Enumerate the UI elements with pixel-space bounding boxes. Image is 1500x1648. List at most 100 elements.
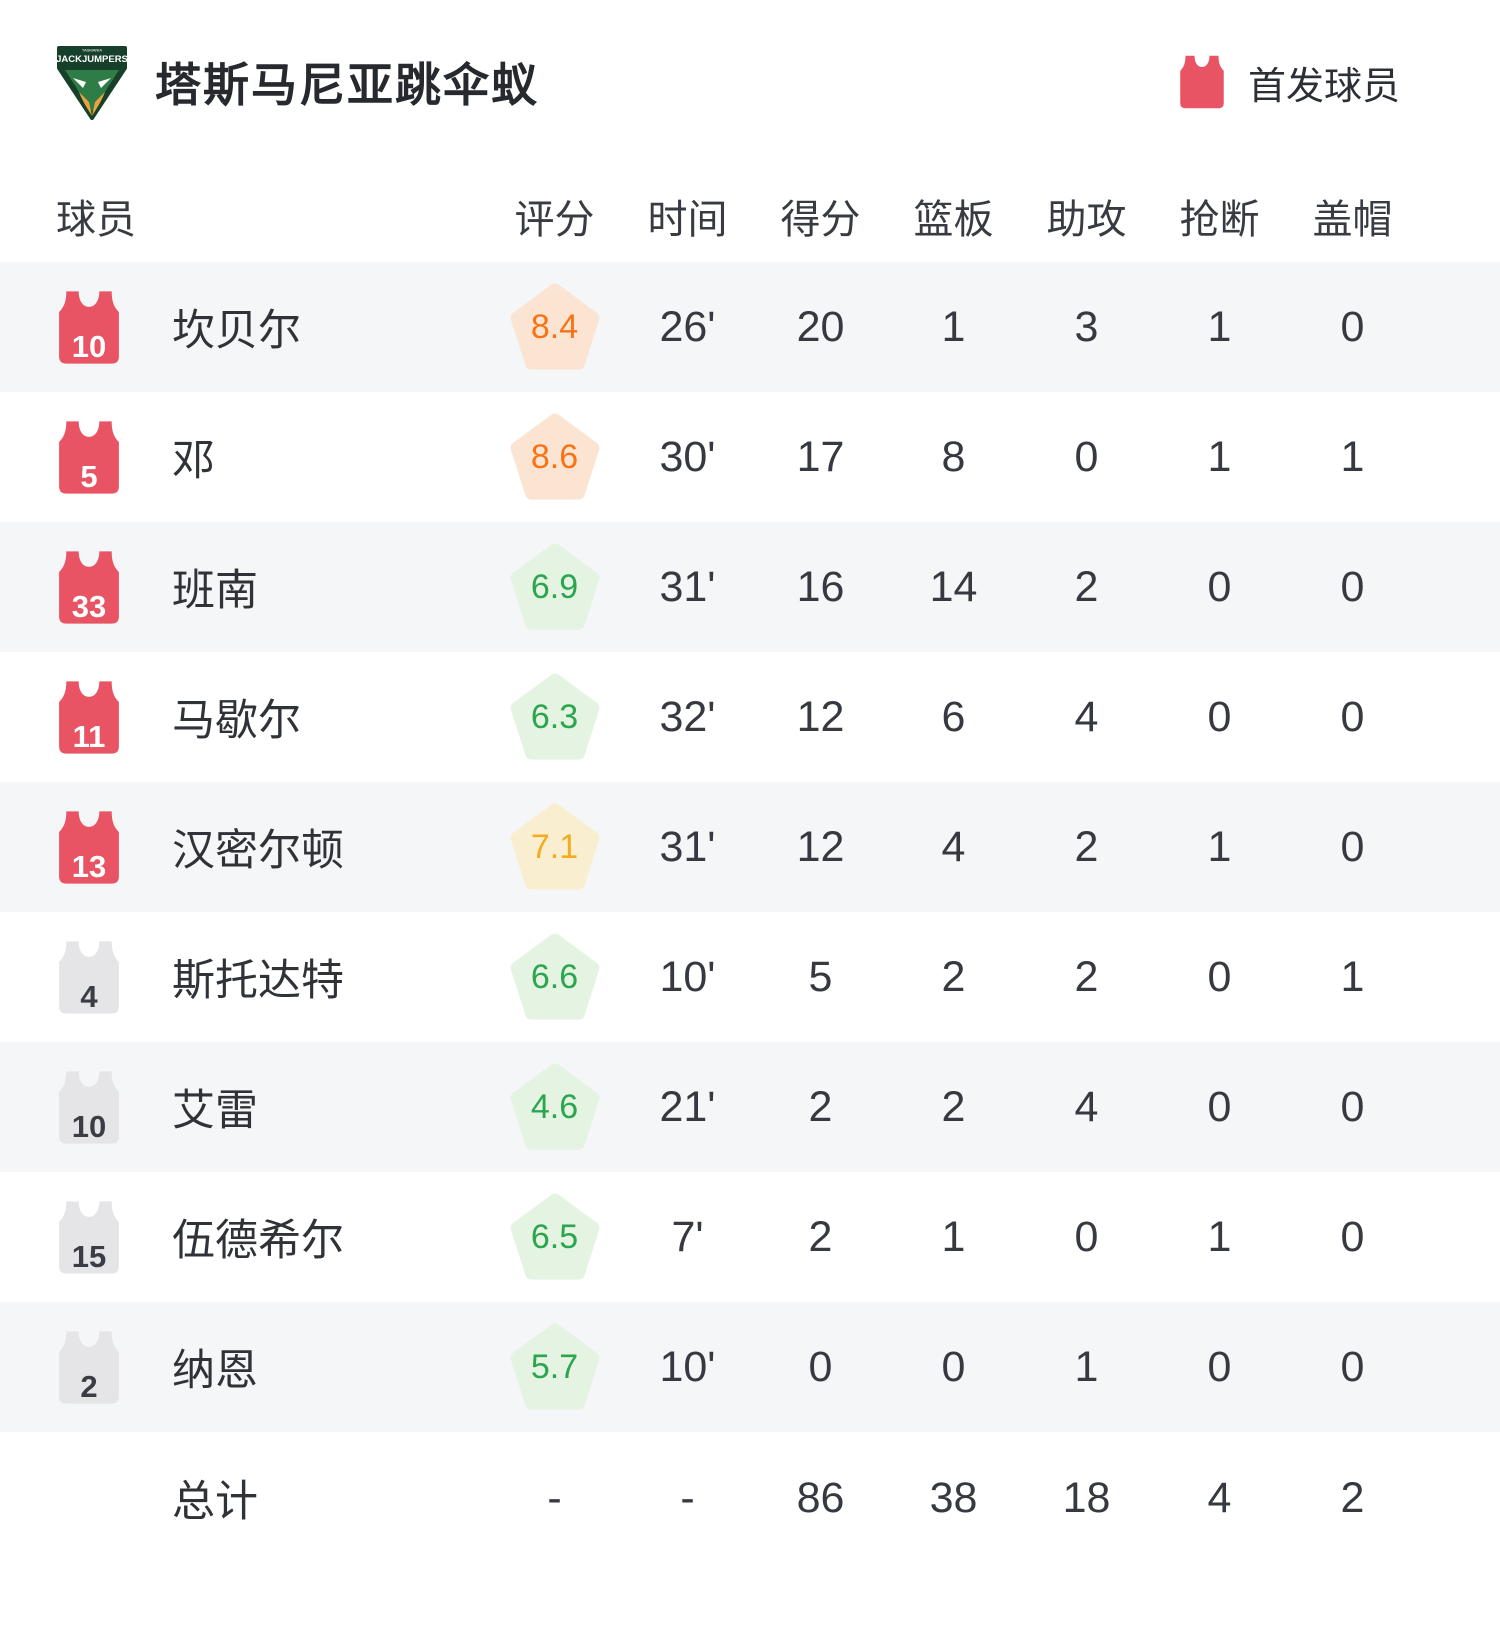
stat-steals: 0 [1207, 1342, 1232, 1391]
player-cell: 5 邓 [56, 418, 488, 497]
table-row[interactable]: 5 邓 8.6 30' 17 8 0 1 1 [0, 392, 1500, 522]
stat-rebounds: 14 [929, 562, 978, 611]
stat-assists: 4 [1074, 1082, 1099, 1131]
jersey-icon: 10 [56, 1068, 122, 1147]
player-cell: 10 坎贝尔 [56, 288, 488, 367]
total-rebounds: 38 [929, 1473, 978, 1522]
table-row[interactable]: 11 马歇尔 6.3 32' 12 6 4 0 0 [0, 652, 1500, 782]
rating-badge: 7.1 [509, 803, 601, 891]
table-header-row: 球员 评分 时间 得分 篮板 助攻 抢断 盖帽 [0, 170, 1500, 262]
rating-value: 6.6 [530, 958, 579, 996]
stat-points: 2 [808, 1212, 833, 1261]
table-row[interactable]: 4 斯托达特 6.6 10' 5 2 2 0 1 [0, 912, 1500, 1042]
jersey-number: 13 [71, 848, 107, 884]
player-cell: 10 艾雷 [56, 1068, 488, 1147]
rating-badge: 8.6 [509, 413, 601, 501]
stat-steals: 1 [1207, 302, 1232, 351]
rating-badge: 6.9 [509, 543, 601, 631]
stat-assists: 0 [1074, 1212, 1099, 1261]
jersey-icon: 2 [56, 1328, 122, 1407]
rating-badge: 6.3 [509, 673, 601, 761]
rating-badge: 5.7 [509, 1323, 601, 1411]
rating-badge: 4.6 [509, 1063, 601, 1151]
page-header: TASMANIA JACKJUMPERS 塔斯马尼亚跳伞蚁 首发球员 [0, 0, 1500, 124]
stat-steals: 1 [1207, 822, 1232, 871]
rating-value: 6.5 [530, 1218, 579, 1256]
jersey-number: 11 [72, 718, 106, 754]
player-name: 纳恩 [172, 1347, 258, 1395]
stat-points: 12 [796, 692, 845, 741]
player-rows: 10 坎贝尔 8.4 26' 20 1 3 1 0 5 邓 8.6 [0, 262, 1500, 1432]
team-name: 塔斯马尼亚跳伞蚁 [155, 59, 539, 111]
table-row[interactable]: 10 坎贝尔 8.4 26' 20 1 3 1 0 [0, 262, 1500, 392]
table-row[interactable]: 2 纳恩 5.7 10' 0 0 1 0 0 [0, 1302, 1500, 1432]
table-row[interactable]: 15 伍德希尔 6.5 7' 2 1 0 1 0 [0, 1172, 1500, 1302]
rating-value: 7.1 [530, 828, 579, 866]
jersey-number: 10 [71, 328, 107, 364]
jersey-icon: 10 [56, 288, 122, 367]
stat-blocks: 1 [1340, 952, 1365, 1001]
col-rating: 评分 [514, 198, 595, 242]
stat-time: 32' [659, 692, 716, 741]
total-label: 总计 [172, 1478, 258, 1526]
player-cell: 15 伍德希尔 [56, 1198, 488, 1277]
col-time: 时间 [647, 198, 728, 242]
rating-value: 4.6 [530, 1088, 579, 1126]
jersey-number: 5 [80, 458, 98, 494]
rating-value: 8.6 [530, 438, 579, 476]
jersey-icon: 11 [56, 678, 122, 757]
stat-points: 0 [808, 1342, 833, 1391]
stat-rebounds: 1 [941, 302, 966, 351]
player-name: 马歇尔 [172, 697, 301, 745]
player-cell: 11 马歇尔 [56, 678, 488, 757]
stat-time: 10' [659, 1342, 716, 1391]
jersey-number: 15 [71, 1238, 107, 1274]
stat-steals: 0 [1207, 952, 1232, 1001]
jersey-icon: 4 [56, 938, 122, 1017]
stat-steals: 1 [1207, 432, 1232, 481]
total-row: 总计 - - 86 38 18 4 2 [0, 1432, 1500, 1564]
stat-steals: 0 [1207, 562, 1232, 611]
stat-rebounds: 2 [941, 1082, 966, 1131]
stat-blocks: 0 [1340, 1212, 1365, 1261]
jersey-icon: 15 [56, 1198, 122, 1277]
stat-blocks: 1 [1340, 432, 1365, 481]
stat-steals: 0 [1207, 1082, 1232, 1131]
stat-blocks: 0 [1340, 822, 1365, 871]
stat-time: 30' [659, 432, 716, 481]
stat-points: 16 [796, 562, 845, 611]
stat-assists: 2 [1074, 952, 1099, 1001]
rating-value: 8.4 [530, 308, 579, 346]
stat-time: 26' [659, 302, 716, 351]
stat-points: 20 [796, 302, 845, 351]
player-cell: 4 斯托达特 [56, 938, 488, 1017]
stat-assists: 0 [1074, 432, 1099, 481]
stat-assists: 2 [1074, 562, 1099, 611]
stat-time: 10' [659, 952, 716, 1001]
player-name: 艾雷 [172, 1087, 258, 1135]
col-rebounds: 篮板 [913, 198, 994, 242]
jersey-number: 2 [80, 1368, 98, 1404]
jersey-number: 4 [80, 978, 98, 1014]
player-name: 斯托达特 [172, 957, 344, 1005]
player-name: 伍德希尔 [172, 1217, 344, 1265]
rating-badge: 6.6 [509, 933, 601, 1021]
total-blocks: 2 [1340, 1473, 1365, 1522]
stat-blocks: 0 [1340, 1342, 1365, 1391]
stat-rebounds: 2 [941, 952, 966, 1001]
table-row[interactable]: 13 汉密尔顿 7.1 31' 12 4 2 1 0 [0, 782, 1500, 912]
player-name: 邓 [172, 437, 215, 485]
starter-legend-label: 首发球员 [1247, 65, 1400, 108]
stat-time: 31' [659, 562, 716, 611]
table-row[interactable]: 33 班南 6.9 31' 16 14 2 0 0 [0, 522, 1500, 652]
jersey-icon: 13 [56, 808, 122, 887]
rating-badge: 6.5 [509, 1193, 601, 1281]
col-points: 得分 [780, 198, 861, 242]
table-row[interactable]: 10 艾雷 4.6 21' 2 2 4 0 0 [0, 1042, 1500, 1172]
stat-assists: 2 [1074, 822, 1099, 871]
rating-badge: 8.4 [509, 283, 601, 371]
total-assists: 18 [1062, 1473, 1111, 1522]
col-steals: 抢断 [1179, 198, 1260, 242]
stat-assists: 1 [1074, 1342, 1099, 1391]
